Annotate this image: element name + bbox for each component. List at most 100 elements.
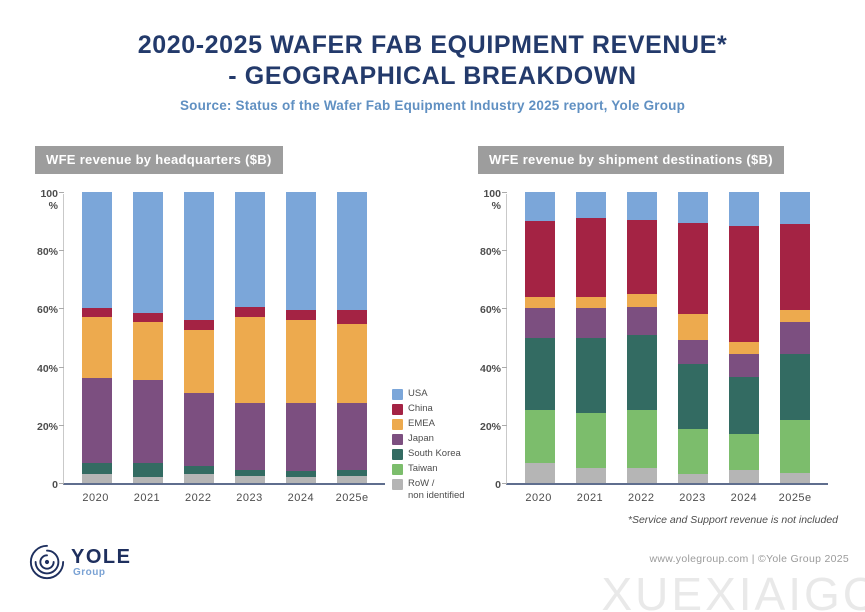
legend-label: China (408, 403, 433, 414)
logo-text: YOLE Group (71, 543, 131, 578)
bar-segment-china-2021 (575, 218, 606, 297)
bar-segment-south-korea-2023 (235, 469, 266, 476)
bar-segment-emea-2020 (524, 296, 555, 309)
bar-segment-usa-2021 (575, 192, 606, 219)
stacked-bar-2021 (575, 192, 606, 483)
footnote: *Service and Support revenue is not incl… (627, 514, 838, 526)
bar-segment-emea-2020 (81, 317, 112, 379)
y-axis-tick-label: 20% (36, 420, 58, 433)
bar-segment-usa-2022 (626, 192, 657, 220)
x-axis-label-2025e: 2025e (778, 492, 812, 504)
legend-swatch (392, 479, 403, 490)
bar-segment-south-korea-2024 (729, 376, 760, 434)
y-axis-tick-mark (59, 366, 64, 368)
bar-segment-usa-2020 (81, 192, 112, 309)
bar-2021 (565, 192, 616, 483)
x-axis-label-2021: 2021 (576, 492, 604, 504)
bar-2022 (173, 192, 224, 483)
stacked-bar-2024 (729, 192, 760, 483)
legend-swatch (392, 464, 403, 475)
bar-2020 (71, 192, 122, 483)
bar-segment-south-korea-2020 (81, 462, 112, 475)
bar-segment-emea-2024 (286, 320, 317, 403)
bar-segment-china-2024 (286, 309, 317, 321)
bar-segment-japan-2024 (286, 403, 317, 472)
stacked-bar-2021 (132, 192, 163, 483)
bar-segment-taiwan-2021 (575, 413, 606, 469)
y-axis-tick-label: 0 (495, 479, 501, 491)
bar-segment-row-non-identified-2021 (575, 468, 606, 483)
yole-spiral-icon (29, 544, 65, 580)
x-axis-label-2023: 2023 (236, 492, 263, 504)
bar-segment-usa-2023 (235, 192, 266, 307)
bar-segment-south-korea-2025e (780, 353, 811, 421)
y-axis-tick-mark (502, 366, 507, 368)
bar-segment-south-korea-2023 (678, 363, 709, 430)
legend-label: USA (408, 388, 428, 399)
source-line: Source: Status of the Wafer Fab Equipmen… (179, 98, 686, 113)
bar-segment-china-2022 (626, 219, 657, 294)
bar-segment-south-korea-2022 (626, 334, 657, 411)
bar-segment-south-korea-2022 (183, 465, 214, 475)
bar-segment-row-non-identified-2025e (337, 475, 368, 483)
stacked-bar-2024 (286, 192, 317, 483)
watermark: XUEXIAIGC (601, 568, 865, 612)
bar-2025e (327, 192, 378, 483)
bar-segment-row-non-identified-2020 (81, 474, 112, 483)
x-axis-label-2022: 2022 (628, 492, 655, 504)
bar-2023 (668, 192, 719, 483)
bar-segment-china-2021 (132, 312, 163, 322)
y-axis-tick-mark (502, 308, 507, 310)
bar-segment-row-non-identified-2023 (235, 475, 266, 483)
bar-segment-south-korea-2025e (337, 469, 368, 476)
bar-segment-emea-2021 (575, 296, 606, 309)
y-axis-tick-mark (59, 424, 64, 426)
bar-segment-usa-2024 (729, 192, 760, 226)
plot-area (59, 192, 385, 485)
bar-segment-row-non-identified-2022 (626, 468, 657, 483)
stacked-bar-2022 (626, 192, 657, 483)
bar-segment-japan-2022 (626, 306, 657, 335)
legend-item-row: RoW / non identified (392, 478, 478, 502)
logo-subtitle: Group (73, 567, 106, 578)
legend-item-emea: EMEA (392, 418, 478, 430)
bar-segment-row-non-identified-2024 (729, 469, 760, 483)
bar-2020 (514, 192, 565, 483)
x-axis-label-2020: 2020 (525, 492, 552, 504)
y-axis-tick-mark (502, 250, 507, 252)
x-axis-label-2021: 2021 (133, 492, 161, 504)
chart-headquarters-area: 0 20% 40% 60% 80% 100 % 2020 2021 2022 2023 2024 2… (35, 188, 387, 534)
bar-segment-japan-2020 (81, 378, 112, 463)
bar-segment-south-korea-2024 (286, 471, 317, 478)
bar-segment-south-korea-2021 (132, 462, 163, 478)
bar-segment-row-non-identified-2021 (132, 477, 163, 483)
y-axis-tick-mark (59, 192, 64, 193)
chart-headquarters: WFE revenue by headquarters ($B) 0 20% 40%… (35, 146, 387, 534)
bar-2023 (225, 192, 276, 483)
chart-shipment-destinations-title: WFE revenue by shipment destinations ($B… (478, 146, 784, 174)
x-axis-labels: 2020 2021 2022 2023 2024 2025e (63, 492, 385, 504)
legend-label: Taiwan (408, 463, 438, 474)
bar-segment-row-non-identified-2023 (678, 474, 709, 483)
legend-item-taiwan: Taiwan (392, 463, 478, 475)
bar-segment-taiwan-2024 (729, 433, 760, 470)
bar-segment-taiwan-2020 (524, 410, 555, 463)
bar-segment-usa-2022 (183, 192, 214, 321)
bar-segment-taiwan-2025e (780, 420, 811, 473)
bar-segment-china-2023 (235, 306, 266, 318)
legend-swatch (392, 404, 403, 415)
legend-label: South Korea (408, 448, 461, 459)
y-axis: 0 20% 40% 60% 80% 100 % (35, 188, 61, 491)
x-axis-label-2022: 2022 (185, 492, 212, 504)
y-axis-tick-mark (502, 483, 507, 484)
y-axis-tick-label: 0 (52, 479, 58, 491)
y-axis-tick-label: 20% (479, 420, 501, 433)
chart-headquarters-title: WFE revenue by headquarters ($B) (35, 146, 283, 174)
stacked-bar-2023 (678, 192, 709, 483)
bar-segment-usa-2023 (678, 192, 709, 223)
bar-2024 (276, 192, 327, 483)
bar-segment-taiwan-2022 (626, 410, 657, 469)
stacked-bar-2025e (337, 192, 368, 483)
bar-segment-taiwan-2023 (678, 429, 709, 475)
legend-swatch (392, 449, 403, 460)
